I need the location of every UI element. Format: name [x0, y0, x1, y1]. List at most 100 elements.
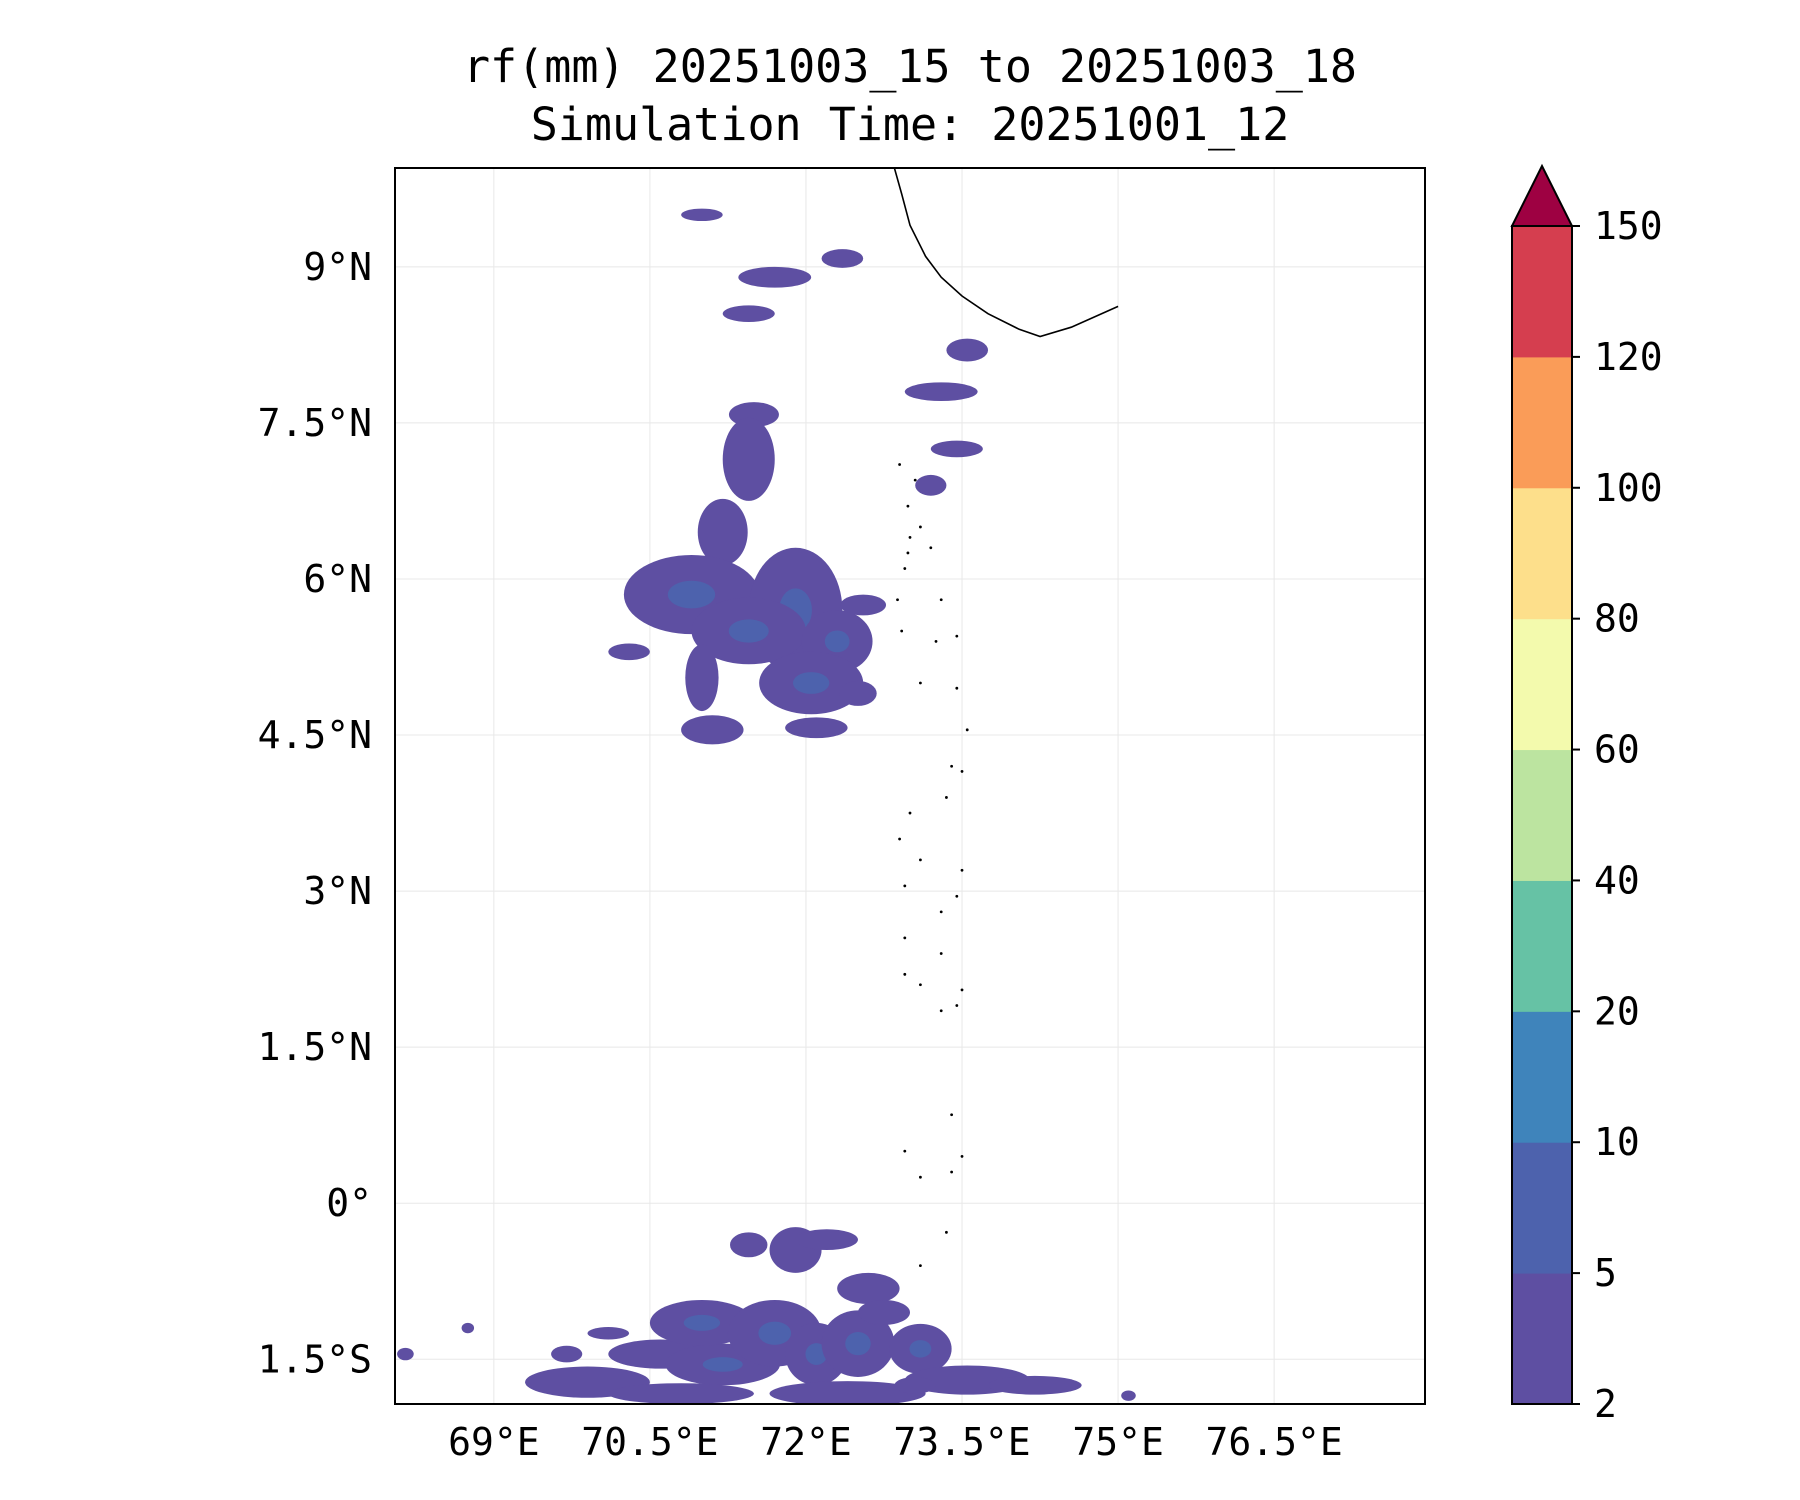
colorbar-tick-label: 10: [1594, 1120, 1640, 1164]
map-gridlines: [395, 168, 1425, 1404]
colorbar-segment: [1512, 880, 1572, 1012]
rain-cell: [738, 266, 812, 288]
lon-tick-label: 69°E: [448, 1420, 540, 1464]
rain-cell: [1121, 1390, 1136, 1401]
rain-cell: [785, 717, 848, 739]
atoll-dot: [900, 629, 904, 633]
colorbar-segment: [1512, 1142, 1572, 1274]
lat-tick-label: 7.5°N: [258, 401, 372, 445]
atoll-dot: [903, 1149, 907, 1153]
colorbar-tick-label: 2: [1594, 1382, 1617, 1426]
lat-tick-label: 4.5°N: [258, 713, 372, 757]
atoll-dot: [913, 478, 917, 482]
rain-cell-core: [758, 1321, 792, 1345]
atoll-dot: [919, 525, 922, 529]
atoll-dot: [903, 972, 907, 976]
colorbar-segment: [1512, 618, 1572, 751]
colorbar-tick-label: 5: [1594, 1251, 1617, 1295]
atoll-dot: [939, 1009, 943, 1013]
map-frame: [394, 167, 1426, 1405]
atoll-dot: [919, 681, 922, 685]
lon-tick-label: 76.5°E: [1206, 1420, 1343, 1464]
atoll-dot: [939, 598, 943, 602]
title-line-1: rf(mm) 20251003_15 to 20251003_18: [462, 40, 1358, 93]
atoll-dot: [965, 728, 969, 732]
colorbar-tick-label: 150: [1594, 204, 1663, 248]
colorbar-extend-arrow: [1510, 163, 1574, 227]
atoll-dot: [908, 535, 912, 539]
rain-cell-core: [909, 1340, 932, 1358]
rain-cell: [769, 1381, 926, 1404]
rain-cell: [988, 1375, 1082, 1395]
lat-tick-label: 3°N: [303, 869, 372, 913]
atoll-dot: [934, 639, 938, 643]
rain-cell-core: [728, 619, 769, 643]
lat-tick-label: 6°N: [303, 557, 372, 601]
atoll-dot: [955, 1004, 959, 1007]
rain-cell: [608, 643, 650, 661]
atoll-dot: [919, 1175, 922, 1179]
atoll-dot: [950, 1113, 954, 1117]
rain-cell: [608, 1383, 754, 1404]
atoll-dot: [955, 686, 959, 690]
atoll-dot: [903, 884, 907, 888]
rain-cell: [397, 1347, 414, 1361]
atoll-dot: [908, 811, 912, 815]
india-coastline: [893, 168, 1119, 338]
rain-cell-core: [683, 1314, 721, 1331]
atoll-dot: [960, 770, 964, 773]
atoll-dot: [896, 598, 899, 602]
rain-cell-core: [845, 1332, 871, 1356]
atoll-dot: [939, 910, 943, 914]
rainfall-field: [397, 208, 1136, 1404]
rain-cell: [904, 382, 978, 402]
atoll-dot: [929, 546, 933, 550]
lat-tick-label: 0°: [326, 1181, 372, 1225]
lon-tick-label: 70.5°E: [581, 1420, 718, 1464]
rain-cell: [551, 1345, 583, 1363]
colorbar-tick-label: 60: [1594, 728, 1640, 772]
rain-cell: [587, 1327, 630, 1340]
lat-tick-label: 9°N: [303, 245, 372, 289]
rain-cell: [857, 1299, 911, 1325]
lon-tick-label: 75°E: [1072, 1420, 1164, 1464]
latitude-tick-labels: 9°N 7.5°N 6°N 4.5°N 3°N 1.5°N 0° 1.5°S: [258, 245, 372, 1381]
atoll-dot: [903, 936, 907, 940]
chart-title: rf(mm) 20251003_15 to 20251003_18 Simula…: [390, 38, 1430, 154]
colorbar-tick-label: 20: [1594, 989, 1640, 1033]
atoll-dot: [903, 567, 907, 570]
rain-cell-core: [792, 672, 830, 694]
atoll-dot: [960, 1154, 964, 1158]
rain-cell: [894, 1376, 937, 1394]
colorbar-segment: [1512, 487, 1572, 620]
atoll-dot: [950, 764, 954, 768]
colorbar-tick-label: 80: [1594, 597, 1640, 641]
atoll-dot: [919, 983, 922, 987]
rain-cell: [946, 338, 989, 362]
lon-tick-label: 73.5°E: [893, 1420, 1030, 1464]
atoll-dot: [955, 894, 959, 898]
colorbar-segment: [1512, 226, 1572, 358]
colorbar-tick-label: 120: [1594, 335, 1663, 379]
colorbar-segment: [1512, 749, 1572, 881]
rain-cell: [840, 594, 887, 616]
atoll-dot: [955, 634, 959, 638]
colorbar-segment: [1512, 356, 1572, 489]
rain-cell: [461, 1322, 475, 1334]
atoll-dot: [939, 952, 943, 955]
atoll-dot: [950, 1170, 954, 1174]
colorbar-frame: [1511, 225, 1573, 1405]
atoll-dot: [945, 1230, 948, 1234]
rain-cell: [821, 249, 864, 268]
atoll-dot: [906, 551, 910, 555]
atoll-dot: [945, 796, 948, 799]
colorbar-segment: [1512, 1273, 1572, 1405]
lat-tick-label: 1.5°S: [258, 1337, 372, 1381]
atoll-dot: [906, 504, 910, 508]
rain-cell: [697, 498, 748, 566]
rain-cell: [722, 417, 775, 501]
atoll-dot: [919, 1264, 922, 1268]
lat-tick-label: 1.5°N: [258, 1025, 372, 1069]
rain-cell: [685, 644, 719, 712]
